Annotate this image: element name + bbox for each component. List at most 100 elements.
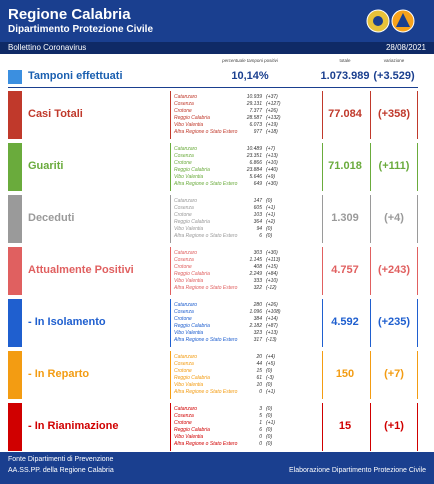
province-change: (+13)	[266, 330, 278, 336]
province-value: 322	[253, 285, 262, 291]
province-value: 147	[253, 198, 262, 204]
province-value: 23.351	[246, 153, 262, 159]
province-name: Altra Regione o Stato Estero	[174, 129, 238, 135]
province-box	[170, 403, 289, 451]
header-band	[0, 0, 434, 42]
province-name: Cosenza	[174, 309, 194, 315]
province-value: 5.646	[249, 174, 262, 180]
province-value: 10	[256, 382, 262, 388]
province-value: 10.939	[246, 94, 262, 100]
province-change: (-12)	[266, 285, 277, 291]
province-change: (+13)	[266, 153, 278, 159]
province-name: Crotone	[174, 264, 192, 270]
province-value: 333	[253, 278, 262, 284]
change: (+235)	[377, 316, 411, 328]
province-change: (0)	[266, 368, 273, 374]
province-value: 6	[259, 427, 262, 433]
section-marker	[8, 247, 22, 295]
province-value: 23.884	[246, 167, 262, 173]
total: 15	[338, 420, 352, 432]
province-box	[170, 351, 289, 399]
province-box	[170, 247, 289, 295]
province-value: 6.866	[249, 160, 262, 166]
section-label: Guariti	[28, 160, 64, 172]
province-name: Vibo Valentia	[174, 174, 204, 180]
province-name: Vibo Valentia	[174, 382, 204, 388]
province-change: (+4)	[266, 354, 276, 360]
province-value: 2.182	[249, 323, 262, 329]
province-name: Altra Regione o Stato Estero	[174, 233, 238, 239]
province-change: (-13)	[266, 337, 277, 343]
province-name: Vibo Valentia	[174, 278, 204, 284]
province-name: Cosenza	[174, 413, 194, 419]
province-name: Reggio Calabria	[174, 115, 210, 121]
section-marker	[8, 143, 22, 191]
province-name: Altra Regione o Stato Estero	[174, 285, 238, 291]
total: 1.073.989	[320, 70, 370, 82]
province-name: Cosenza	[174, 153, 194, 159]
footer-source: AA.SS.PP. della Regione Calabria	[8, 467, 114, 474]
province-change: (+127)	[266, 101, 281, 107]
province-change: (+84)	[266, 271, 278, 277]
province-change: (0)	[266, 226, 273, 232]
province-value: 28.587	[246, 115, 262, 121]
province-change: (+113)	[266, 257, 281, 263]
section-label: - In Rianimazione	[28, 420, 119, 432]
province-value: 5	[259, 413, 262, 419]
change: (+243)	[377, 264, 411, 276]
change: (+1)	[384, 420, 404, 432]
province-value: 6	[259, 233, 262, 239]
province-change: (+1)	[266, 212, 276, 218]
province-change: (+30)	[266, 181, 278, 187]
province-change: (+37)	[266, 94, 278, 100]
province-name: Reggio Calabria	[174, 427, 210, 433]
province-change: (0)	[266, 406, 273, 412]
province-name: Cosenza	[174, 205, 194, 211]
province-box	[170, 91, 289, 139]
total-box	[322, 247, 369, 295]
change-box	[370, 403, 418, 451]
total-box	[322, 403, 369, 451]
province-change: (0)	[266, 233, 273, 239]
province-change: (0)	[266, 434, 273, 440]
province-name: Reggio Calabria	[174, 375, 210, 381]
province-name: Altra Regione o Stato Estero	[174, 337, 238, 343]
change-box	[370, 195, 418, 243]
province-box	[170, 143, 289, 191]
province-change: (-3)	[266, 375, 274, 381]
province-box	[170, 299, 289, 347]
total-box	[322, 195, 369, 243]
section-marker	[8, 91, 22, 139]
province-value: 0	[259, 441, 262, 447]
province-value: 364	[253, 219, 262, 225]
province-name: Vibo Valentia	[174, 434, 204, 440]
province-name: Vibo Valentia	[174, 330, 204, 336]
province-change: (+2)	[266, 219, 276, 225]
change-box	[370, 247, 418, 295]
province-value: 384	[253, 316, 262, 322]
change-box	[370, 299, 418, 347]
total: 71.018	[328, 160, 362, 172]
province-name: Catanzaro	[174, 354, 198, 360]
row-label: Tamponi effettuati	[28, 70, 123, 82]
province-change: (+10)	[266, 160, 278, 166]
province-name: Crotone	[174, 108, 192, 114]
column-header: percentuale tamponi positivi	[222, 58, 278, 63]
province-name: Altra Regione o Stato Estero	[174, 441, 238, 447]
province-value: 303	[253, 250, 262, 256]
province-name: Altra Regione o Stato Estero	[174, 181, 238, 187]
province-change: (+7)	[266, 146, 276, 152]
bulletin-band	[0, 42, 434, 54]
total-box	[322, 91, 369, 139]
province-name: Reggio Calabria	[174, 323, 210, 329]
province-name: Reggio Calabria	[174, 271, 210, 277]
section-label: Attualmente Positivi	[28, 264, 134, 276]
change-box	[370, 91, 418, 139]
province-name: Crotone	[174, 420, 192, 426]
province-name: Catanzaro	[174, 198, 198, 204]
province-name: Cosenza	[174, 257, 194, 263]
province-value: 29.131	[246, 101, 262, 107]
province-value: 977	[253, 129, 262, 135]
province-value: 15	[256, 368, 262, 374]
province-name: Crotone	[174, 212, 192, 218]
